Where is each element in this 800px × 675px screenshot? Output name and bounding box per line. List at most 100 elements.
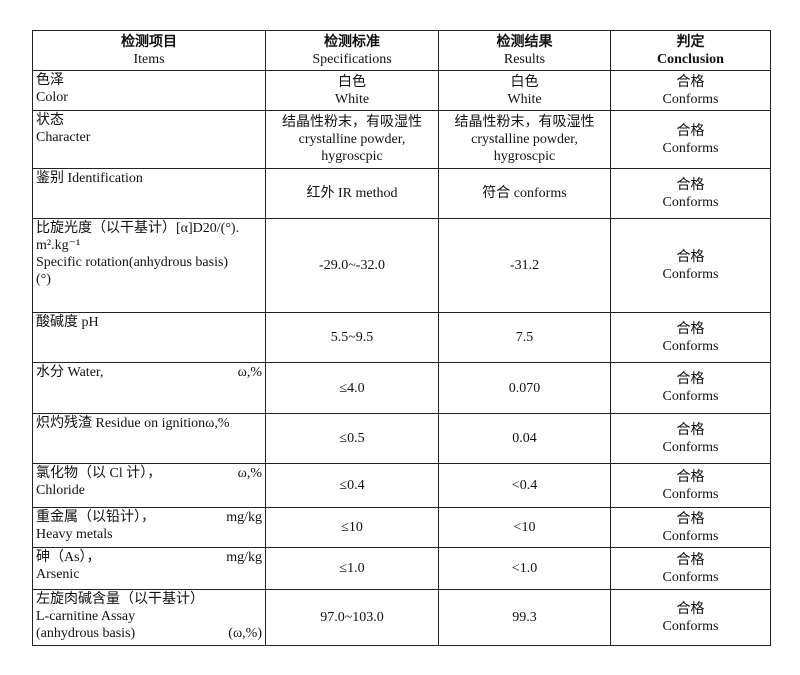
conclusion-text: Conforms bbox=[662, 91, 719, 107]
result-text: 白色 bbox=[510, 74, 539, 90]
item-cell: 比旋光度（以干基计）[α]D20/(°). m².kg⁻¹ Specific rot… bbox=[32, 218, 266, 313]
header-zh: 检测项目 bbox=[121, 34, 177, 50]
result-cell: -31.2 bbox=[438, 218, 611, 313]
item-line: Color bbox=[36, 89, 262, 106]
result-cell: 符合 conforms bbox=[438, 168, 611, 219]
result-text: 7.5 bbox=[515, 330, 534, 345]
item-line: 水分 Water, ω,% bbox=[36, 364, 262, 381]
conclusion-text: 合格 bbox=[676, 249, 705, 265]
conclusion-cell: 合格 Conforms bbox=[610, 463, 771, 508]
conclusion-cell: 合格 Conforms bbox=[610, 547, 771, 590]
conclusion-text: 合格 bbox=[676, 123, 705, 139]
item-text: Arsenic bbox=[36, 567, 80, 582]
table-row: 色泽 Color 白色 White 白色 White 合格 Conforms bbox=[32, 70, 771, 111]
conclusion-text: Conforms bbox=[662, 569, 719, 585]
item-cell: 氯化物（以 Cl 计）， ω,% Chloride bbox=[32, 463, 266, 508]
item-text: 鉴别 Identification bbox=[36, 171, 143, 186]
spec-text: ≤1.0 bbox=[339, 561, 365, 576]
item-text: Chloride bbox=[36, 483, 85, 498]
item-line: 酸碱度 pH bbox=[36, 314, 262, 331]
column-header: 检测项目 Items bbox=[32, 30, 266, 71]
result-cell: 7.5 bbox=[438, 312, 611, 363]
spec-text: crystalline powder, bbox=[298, 132, 406, 147]
spec-cell: 红外 IR method bbox=[265, 168, 439, 219]
item-unit: ω,% bbox=[237, 365, 262, 380]
conclusion-text: 合格 bbox=[676, 601, 705, 617]
conclusion-text: Conforms bbox=[662, 439, 719, 455]
item-line: 比旋光度（以干基计）[α]D20/(°). bbox=[36, 220, 262, 237]
item-text: (°) bbox=[36, 272, 51, 287]
item-text: Character bbox=[36, 130, 91, 145]
table-row: 炽灼残渣 Residue on ignitionω,% ≤0.5 0.04 合格 Con… bbox=[32, 413, 771, 464]
item-unit: mg/kg bbox=[226, 550, 262, 565]
spec-text: hygroscpic bbox=[321, 149, 383, 164]
result-text: -31.2 bbox=[509, 258, 540, 273]
result-text: 0.04 bbox=[512, 431, 537, 446]
item-line: (°) bbox=[36, 271, 262, 288]
result-text: 99.3 bbox=[512, 610, 537, 625]
conclusion-cell: 合格 Conforms bbox=[610, 218, 771, 313]
item-text: 比旋光度（以干基计）[α]D20/(°). bbox=[36, 221, 240, 236]
table-row: 比旋光度（以干基计）[α]D20/(°). m².kg⁻¹ Specific rot… bbox=[32, 218, 771, 313]
item-text: m².kg⁻¹ bbox=[36, 238, 81, 253]
conclusion-cell: 合格 Conforms bbox=[610, 589, 771, 646]
item-line: 氯化物（以 Cl 计）， ω,% bbox=[36, 465, 262, 482]
conclusion-cell: 合格 Conforms bbox=[610, 507, 771, 548]
header-en: Results bbox=[503, 51, 546, 67]
specification-table: 检测项目 Items 检测标准 Specifications 检测结果 Results 判定… bbox=[32, 30, 771, 646]
item-text: 状态 bbox=[36, 113, 64, 128]
conclusion-text: 合格 bbox=[676, 372, 705, 387]
conclusion-text: Conforms bbox=[662, 389, 719, 404]
item-text: Color bbox=[36, 90, 68, 105]
item-text: 左旋肉碱含量（以干基计） bbox=[36, 592, 204, 607]
result-cell: <1.0 bbox=[438, 547, 611, 590]
item-unit: ω,% bbox=[237, 466, 262, 481]
result-cell: 结晶性粉末，有吸湿性 crystalline powder, hygroscpic bbox=[438, 110, 611, 169]
result-text: 符合 conforms bbox=[482, 186, 567, 201]
table-row: 状态 Character 结晶性粉末，有吸湿性 crystalline powder,… bbox=[32, 110, 771, 169]
item-unit: (ω,%) bbox=[228, 626, 262, 641]
result-cell: 99.3 bbox=[438, 589, 611, 646]
item-line: 状态 bbox=[36, 112, 262, 129]
item-cell: 状态 Character bbox=[32, 110, 266, 169]
conclusion-text: Conforms bbox=[662, 618, 719, 634]
result-text: <10 bbox=[513, 520, 536, 535]
table-row: 左旋肉碱含量（以干基计） L-carnitine Assay (anhydrous … bbox=[32, 589, 771, 646]
table-row: 酸碱度 pH 5.5~9.5 7.5 合格 Conforms bbox=[32, 312, 771, 363]
header-row: 检测项目 Items 检测标准 Specifications 检测结果 Results 判定… bbox=[32, 30, 771, 71]
item-line: Arsenic bbox=[36, 566, 262, 583]
item-cell: 左旋肉碱含量（以干基计） L-carnitine Assay (anhydrous … bbox=[32, 589, 266, 646]
conclusion-text: 合格 bbox=[676, 552, 705, 568]
conclusion-text: Conforms bbox=[662, 194, 719, 210]
item-line: 左旋肉碱含量（以干基计） bbox=[36, 591, 262, 608]
conclusion-text: 合格 bbox=[676, 74, 705, 90]
result-cell: 0.070 bbox=[438, 362, 611, 414]
spec-text: ≤0.4 bbox=[339, 478, 365, 493]
item-text: Specific rotation(anhydrous basis) bbox=[36, 255, 229, 270]
result-text: 结晶性粉末，有吸湿性 bbox=[454, 115, 595, 130]
table-row: 重金属（以铅计）， mg/kg Heavy metals ≤10 <10 合格 Confor… bbox=[32, 507, 771, 548]
item-text: Heavy metals bbox=[36, 527, 113, 542]
item-cell: 鉴别 Identification bbox=[32, 168, 266, 219]
result-cell: 白色 White bbox=[438, 70, 611, 111]
item-text: 砷（As）， bbox=[36, 550, 101, 565]
header-zh: 检测标准 bbox=[324, 34, 380, 50]
item-line: m².kg⁻¹ bbox=[36, 237, 262, 254]
item-line: Specific rotation(anhydrous basis) bbox=[36, 254, 262, 271]
spec-text: 5.5~9.5 bbox=[330, 330, 374, 345]
spec-text: ≤0.5 bbox=[339, 431, 365, 446]
item-cell: 重金属（以铅计）， mg/kg Heavy metals bbox=[32, 507, 266, 548]
header-en: Items bbox=[133, 51, 165, 67]
spec-cell: ≤4.0 bbox=[265, 362, 439, 414]
header-en: Conclusion bbox=[657, 51, 724, 67]
conclusion-cell: 合格 Conforms bbox=[610, 70, 771, 111]
table-row: 鉴别 Identification 红外 IR method 符合 conforms… bbox=[32, 168, 771, 219]
item-line: 炽灼残渣 Residue on ignitionω,% bbox=[36, 415, 262, 432]
item-text: 色泽 bbox=[36, 73, 64, 88]
conclusion-cell: 合格 Conforms bbox=[610, 168, 771, 219]
item-cell: 酸碱度 pH bbox=[32, 312, 266, 363]
item-text: 氯化物（以 Cl 计）， bbox=[36, 466, 162, 481]
table-row: 水分 Water, ω,% ≤4.0 0.070 合格 Conforms bbox=[32, 362, 771, 414]
spec-text: ≤10 bbox=[341, 520, 363, 535]
conclusion-text: 合格 bbox=[676, 469, 705, 485]
